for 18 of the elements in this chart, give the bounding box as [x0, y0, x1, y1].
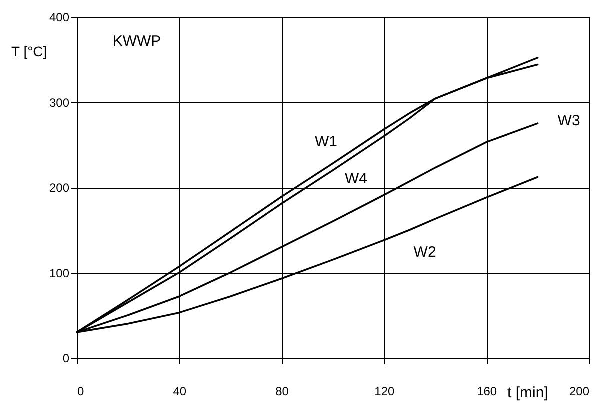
x-axis-title: t [min] [508, 384, 548, 402]
y-tick-label: 400 [49, 10, 70, 24]
y-tick-label: 300 [49, 96, 70, 110]
y-tick-label: 100 [49, 266, 70, 280]
series-label: W2 [414, 244, 436, 262]
y-tick-label: 200 [49, 181, 70, 195]
annotation: KWWP [112, 33, 162, 50]
y-axis-title: T [°C] [12, 44, 48, 60]
x-tick-label: 40 [173, 384, 187, 398]
x-tick-label: 200 [569, 384, 590, 398]
x-tick-label: 0 [78, 384, 84, 398]
y-tick-label: 0 [62, 352, 70, 366]
series-label: W3 [558, 112, 580, 130]
series-label: W4 [345, 170, 368, 188]
series-label: W1 [315, 134, 338, 151]
x-tick-label: 80 [276, 384, 290, 398]
x-tick-label: 120 [374, 384, 396, 398]
x-tick-label: 160 [477, 384, 498, 398]
